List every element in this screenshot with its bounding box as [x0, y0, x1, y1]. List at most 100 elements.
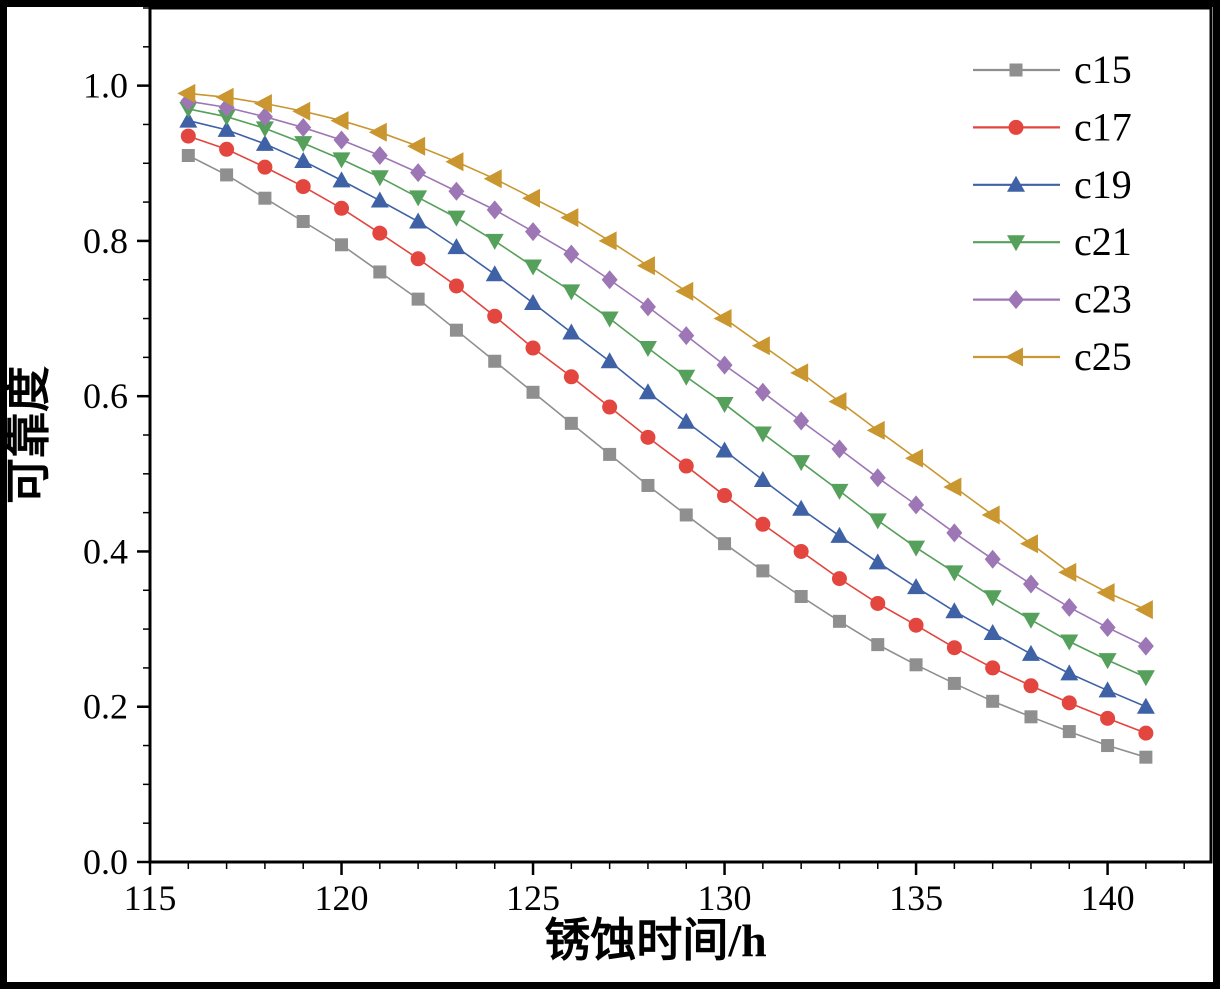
legend-entry-c23: c23 [973, 277, 1132, 322]
marker-square [411, 292, 425, 306]
marker-square [679, 508, 693, 522]
marker-triangle-left [483, 169, 502, 189]
marker-triangle-left [1005, 347, 1023, 367]
marker-triangle-up [638, 383, 657, 400]
marker-diamond [563, 244, 580, 264]
marker-square [296, 215, 310, 228]
marker-triangle-left [636, 256, 655, 276]
marker-square [181, 149, 195, 163]
marker-circle [831, 571, 847, 587]
marker-diamond [793, 411, 810, 431]
marker-square [220, 168, 234, 182]
marker-square [449, 323, 463, 337]
marker-triangle-up [485, 265, 504, 282]
marker-triangle-left [828, 392, 847, 412]
series-c15 [181, 149, 1153, 764]
legend: c15 c17 c19 c21 c23 c25 [973, 47, 1132, 379]
y-tick-label: 0.2 [83, 687, 128, 727]
marker-circle [908, 617, 924, 633]
marker-triangle-left [407, 136, 426, 156]
x-tick-label: 130 [698, 878, 752, 918]
marker-triangle-down [1021, 612, 1040, 629]
marker-triangle-up [907, 578, 926, 595]
marker-triangle-up [715, 441, 734, 458]
marker-diamond [1137, 636, 1154, 656]
marker-diamond [946, 523, 963, 543]
marker-triangle-up [524, 294, 543, 311]
marker-circle [487, 308, 503, 324]
marker-triangle-down [638, 341, 657, 358]
marker-diamond [525, 222, 542, 242]
marker-triangle-down [792, 455, 811, 472]
marker-triangle-up [255, 134, 274, 151]
legend-entry-c25: c25 [973, 334, 1132, 379]
marker-triangle-left [292, 101, 311, 121]
marker-square [1062, 725, 1076, 739]
marker-circle [755, 516, 771, 532]
marker-triangle-down [1060, 634, 1079, 651]
x-tick-label: 125 [506, 878, 560, 918]
marker-circle [1138, 725, 1154, 741]
marker-diamond [984, 549, 1001, 569]
series-c19 [179, 111, 1155, 714]
legend-label-c17: c17 [1074, 104, 1132, 149]
marker-triangle-left [1096, 583, 1115, 603]
marker-diamond [754, 382, 771, 402]
legend-label-c19: c19 [1074, 162, 1132, 207]
marker-triangle-down [255, 121, 274, 138]
legend-label-c15: c15 [1074, 47, 1132, 92]
marker-square [258, 191, 272, 205]
marker-circle [1061, 695, 1077, 711]
marker-triangle-up [1021, 644, 1040, 661]
marker-triangle-down [983, 590, 1002, 607]
marker-triangle-down [868, 513, 887, 530]
legend-entry-c21: c21 [973, 219, 1132, 264]
marker-circle [372, 225, 388, 241]
marker-circle [525, 340, 541, 356]
marker-square [335, 238, 349, 252]
marker-diamond [410, 163, 427, 183]
marker-diamond [639, 297, 656, 317]
marker-diamond [908, 495, 925, 515]
marker-triangle-down [562, 284, 581, 301]
marker-square [909, 658, 923, 672]
marker-triangle-left [981, 505, 1000, 525]
marker-diamond [1022, 574, 1039, 594]
marker-circle [563, 369, 579, 385]
x-axis-label: 锈蚀时间/h [544, 915, 766, 966]
marker-square [794, 589, 808, 603]
marker-triangle-up [332, 171, 351, 188]
marker-triangle-left [866, 420, 885, 440]
y-tick-label: 1.0 [83, 66, 128, 106]
marker-triangle-down [830, 483, 849, 500]
marker-triangle-left [905, 448, 924, 468]
marker-triangle-up [409, 212, 428, 229]
marker-triangle-up [792, 499, 811, 516]
marker-circle [180, 128, 196, 144]
marker-circle [946, 640, 962, 656]
marker-diamond [601, 270, 618, 290]
marker-triangle-left [943, 477, 962, 497]
series-c23 [180, 91, 1154, 656]
x-tick-label: 115 [124, 878, 177, 918]
marker-square [718, 537, 732, 551]
marker-triangle-up [1060, 664, 1079, 681]
marker-square [832, 614, 846, 628]
marker-circle [219, 141, 235, 157]
marker-circle [870, 595, 886, 611]
x-tick-label: 135 [889, 878, 943, 918]
legend-entry-c17: c17 [973, 104, 1132, 149]
marker-triangle-down [447, 210, 466, 227]
marker-triangle-up [217, 120, 236, 137]
marker-square [871, 638, 885, 652]
marker-diamond [1061, 597, 1078, 617]
marker-triangle-up [600, 352, 619, 369]
marker-triangle-down [294, 136, 313, 153]
marker-diamond [678, 326, 695, 346]
marker-diamond [869, 468, 886, 488]
series-c17 [180, 128, 1154, 741]
marker-triangle-up [945, 602, 964, 619]
x-tick-label: 140 [1081, 878, 1135, 918]
marker-triangle-down [945, 565, 964, 582]
